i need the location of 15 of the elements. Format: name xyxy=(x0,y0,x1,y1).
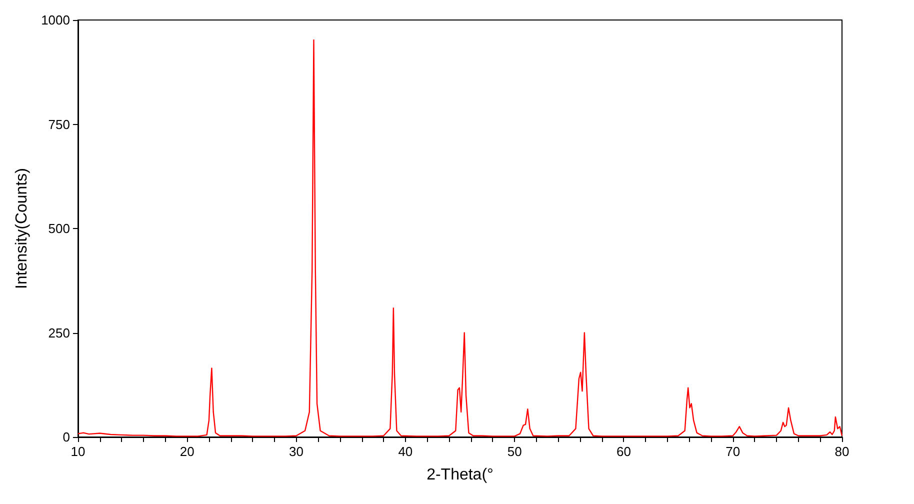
y-axis-title: Intensity(Counts) xyxy=(14,168,30,289)
x-axis-title: 2-Theta(° xyxy=(426,466,494,484)
x-tick-label: 60 xyxy=(616,444,631,459)
y-tick-label: 500 xyxy=(48,221,70,236)
x-tick-label: 10 xyxy=(70,444,86,459)
x-tick-label: 20 xyxy=(180,444,194,459)
x-tick-label: 80 xyxy=(834,444,850,459)
y-tick-label: 1000 xyxy=(41,12,70,28)
x-tick-label: 70 xyxy=(726,444,740,459)
y-tick-label: 750 xyxy=(48,116,70,132)
y-tick-label: 250 xyxy=(48,325,70,340)
y-tick-label: 0 xyxy=(62,430,70,444)
x-tick-label: 40 xyxy=(398,444,413,459)
x-tick-label: 50 xyxy=(507,444,522,459)
x-tick-label: 30 xyxy=(289,444,304,459)
